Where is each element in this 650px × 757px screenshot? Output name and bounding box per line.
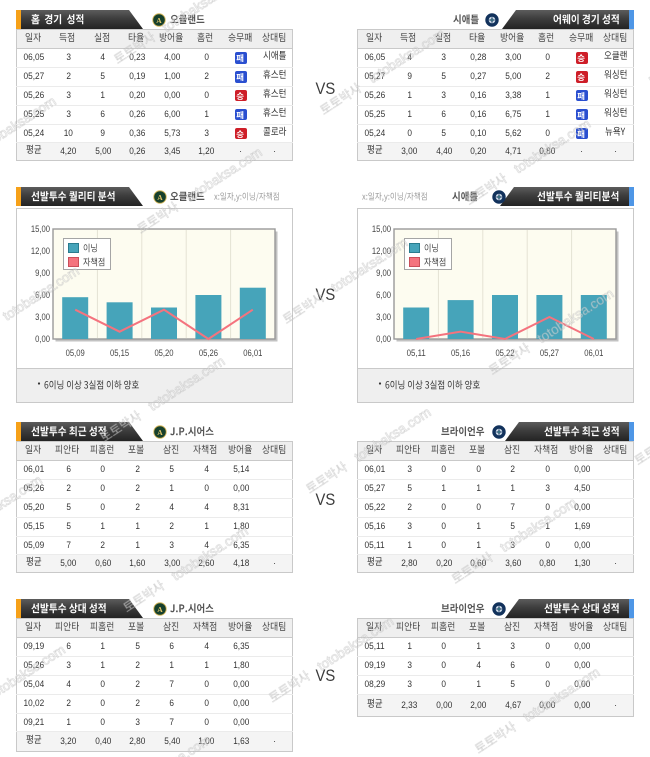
svg-text:05,20: 05,20 (154, 348, 173, 358)
svg-text:0,00: 0,00 (35, 334, 50, 344)
svg-text:06,01: 06,01 (584, 348, 603, 358)
svg-text:05,26: 05,26 (199, 348, 218, 358)
svg-text:05,09: 05,09 (66, 348, 85, 358)
svg-text:A: A (157, 192, 163, 201)
svg-text:12,00: 12,00 (372, 246, 391, 256)
svg-text:05,27: 05,27 (540, 348, 559, 358)
svg-text:15,00: 15,00 (31, 224, 50, 234)
svg-text:05,22: 05,22 (495, 348, 514, 358)
svg-text:A: A (157, 604, 163, 613)
svg-text:9,00: 9,00 (35, 268, 50, 278)
svg-text:05,15: 05,15 (110, 348, 129, 358)
svg-text:15,00: 15,00 (372, 224, 391, 234)
svg-text:A: A (157, 427, 163, 436)
svg-text:9,00: 9,00 (376, 268, 391, 278)
svg-text:12,00: 12,00 (31, 246, 50, 256)
svg-text:6,00: 6,00 (35, 290, 50, 300)
svg-text:6,00: 6,00 (376, 290, 391, 300)
svg-text:05,11: 05,11 (407, 348, 426, 358)
svg-text:05,16: 05,16 (451, 348, 470, 358)
svg-text:0,00: 0,00 (376, 334, 391, 344)
svg-text:A: A (156, 15, 162, 24)
svg-text:3,00: 3,00 (35, 312, 50, 322)
svg-text:3,00: 3,00 (376, 312, 391, 322)
svg-text:06,01: 06,01 (243, 348, 262, 358)
